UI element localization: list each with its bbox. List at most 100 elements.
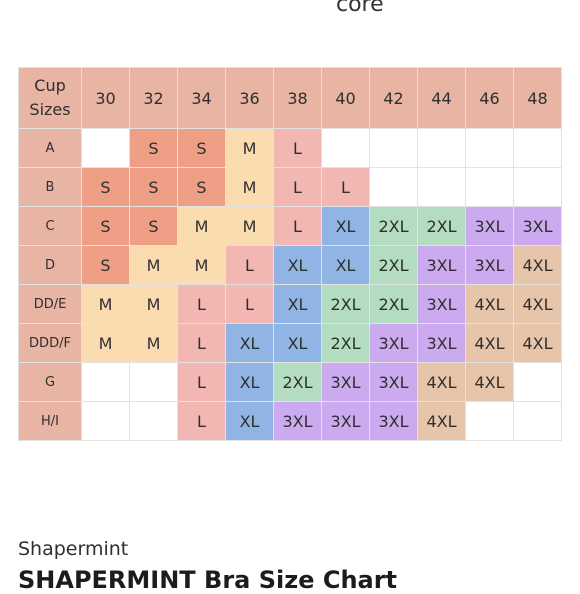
size-cell: XL <box>225 323 274 363</box>
size-cell: L <box>177 284 226 324</box>
size-cell: S <box>81 206 130 246</box>
size-cell: M <box>81 323 130 363</box>
size-cell: S <box>129 167 178 207</box>
size-cell: 4XL <box>417 401 466 441</box>
size-cell <box>465 167 514 207</box>
band-size-header: 42 <box>369 67 418 129</box>
size-cell: 3XL <box>273 401 322 441</box>
cup-row: C S S M M L XL 2XL 2XL 3XL 3XL <box>18 206 562 246</box>
size-cell <box>417 128 466 168</box>
size-cell: L <box>177 323 226 363</box>
cup-size-label: DDD/F <box>18 323 82 363</box>
size-cell: 4XL <box>465 362 514 402</box>
size-cell <box>81 401 130 441</box>
size-cell <box>513 167 562 207</box>
cup-row: H/I L XL 3XL 3XL 3XL 4XL <box>18 401 562 441</box>
size-cell: M <box>225 167 274 207</box>
size-cell: L <box>321 167 370 207</box>
size-cell <box>369 167 418 207</box>
size-cell: 4XL <box>465 284 514 324</box>
cup-row: D S M M L XL XL 2XL 3XL 3XL 4XL <box>18 245 562 285</box>
size-cell: 3XL <box>465 245 514 285</box>
band-size-header: 38 <box>273 67 322 129</box>
size-cell <box>465 128 514 168</box>
size-cell: 3XL <box>417 245 466 285</box>
size-cell: 3XL <box>417 284 466 324</box>
size-cell: 3XL <box>465 206 514 246</box>
size-cell: XL <box>321 206 370 246</box>
size-cell: L <box>177 362 226 402</box>
size-cell: S <box>177 128 226 168</box>
size-cell <box>369 128 418 168</box>
size-cell: 4XL <box>513 284 562 324</box>
size-cell: 2XL <box>417 206 466 246</box>
size-cell: 3XL <box>369 362 418 402</box>
cup-row: DD/E M M L L XL 2XL 2XL 3XL 4XL 4XL <box>18 284 562 324</box>
size-cell: 4XL <box>465 323 514 363</box>
size-cell <box>513 362 562 402</box>
size-cell <box>513 401 562 441</box>
cup-size-label: DD/E <box>18 284 82 324</box>
cup-sizes-header: Cup Sizes <box>18 67 82 129</box>
size-cell: 3XL <box>513 206 562 246</box>
band-size-header: 40 <box>321 67 370 129</box>
size-cell: 4XL <box>417 362 466 402</box>
cup-sizes-label: Cup Sizes <box>29 76 71 119</box>
size-cell: 2XL <box>369 284 418 324</box>
size-cell: S <box>129 206 178 246</box>
band-size-header: 46 <box>465 67 514 129</box>
cup-size-label: D <box>18 245 82 285</box>
size-cell: 2XL <box>273 362 322 402</box>
size-cell: 3XL <box>321 362 370 402</box>
size-cell <box>129 362 178 402</box>
size-cell: 2XL <box>321 284 370 324</box>
cup-size-label: H/I <box>18 401 82 441</box>
size-cell: 2XL <box>369 206 418 246</box>
size-cell: 2XL <box>321 323 370 363</box>
size-cell: M <box>81 284 130 324</box>
size-cell: M <box>129 284 178 324</box>
size-cell <box>129 401 178 441</box>
size-cell: M <box>177 206 226 246</box>
band-header-row: Cup Sizes 30 32 34 36 38 40 42 44 46 48 <box>18 67 562 129</box>
size-cell: XL <box>273 284 322 324</box>
size-cell: M <box>129 245 178 285</box>
size-cell: XL <box>225 362 274 402</box>
band-size-header: 44 <box>417 67 466 129</box>
size-cell: M <box>225 206 274 246</box>
size-cell: L <box>273 167 322 207</box>
size-cell <box>417 167 466 207</box>
size-cell: XL <box>321 245 370 285</box>
size-cell: 3XL <box>321 401 370 441</box>
cup-size-label: B <box>18 167 82 207</box>
band-size-header: 32 <box>129 67 178 129</box>
size-cell <box>513 128 562 168</box>
size-cell: XL <box>273 245 322 285</box>
size-cell: 3XL <box>417 323 466 363</box>
size-cell: 2XL <box>369 245 418 285</box>
size-cell: XL <box>273 323 322 363</box>
size-cell <box>81 128 130 168</box>
size-chart-body: A S S M L B S S S M L L C S S M M L XL 2XL 2XL 3XL 3XL D S M M L XL X… <box>18 128 562 441</box>
product-title[interactable]: SHAPERMINT Bra Size Chart <box>18 566 398 594</box>
size-cell <box>321 128 370 168</box>
band-size-header: 36 <box>225 67 274 129</box>
size-cell: XL <box>225 401 274 441</box>
size-cell <box>81 362 130 402</box>
band-size-header: 48 <box>513 67 562 129</box>
size-cell: S <box>177 167 226 207</box>
band-size-header: 30 <box>81 67 130 129</box>
cup-size-label: A <box>18 128 82 168</box>
size-cell: L <box>273 128 322 168</box>
cup-size-label: C <box>18 206 82 246</box>
size-cell: M <box>177 245 226 285</box>
size-cell: 3XL <box>369 323 418 363</box>
band-size-header: 34 <box>177 67 226 129</box>
partial-header-text: core <box>336 0 384 17</box>
brand-name[interactable]: Shapermint <box>18 538 129 560</box>
size-cell: L <box>273 206 322 246</box>
size-cell: 4XL <box>513 245 562 285</box>
